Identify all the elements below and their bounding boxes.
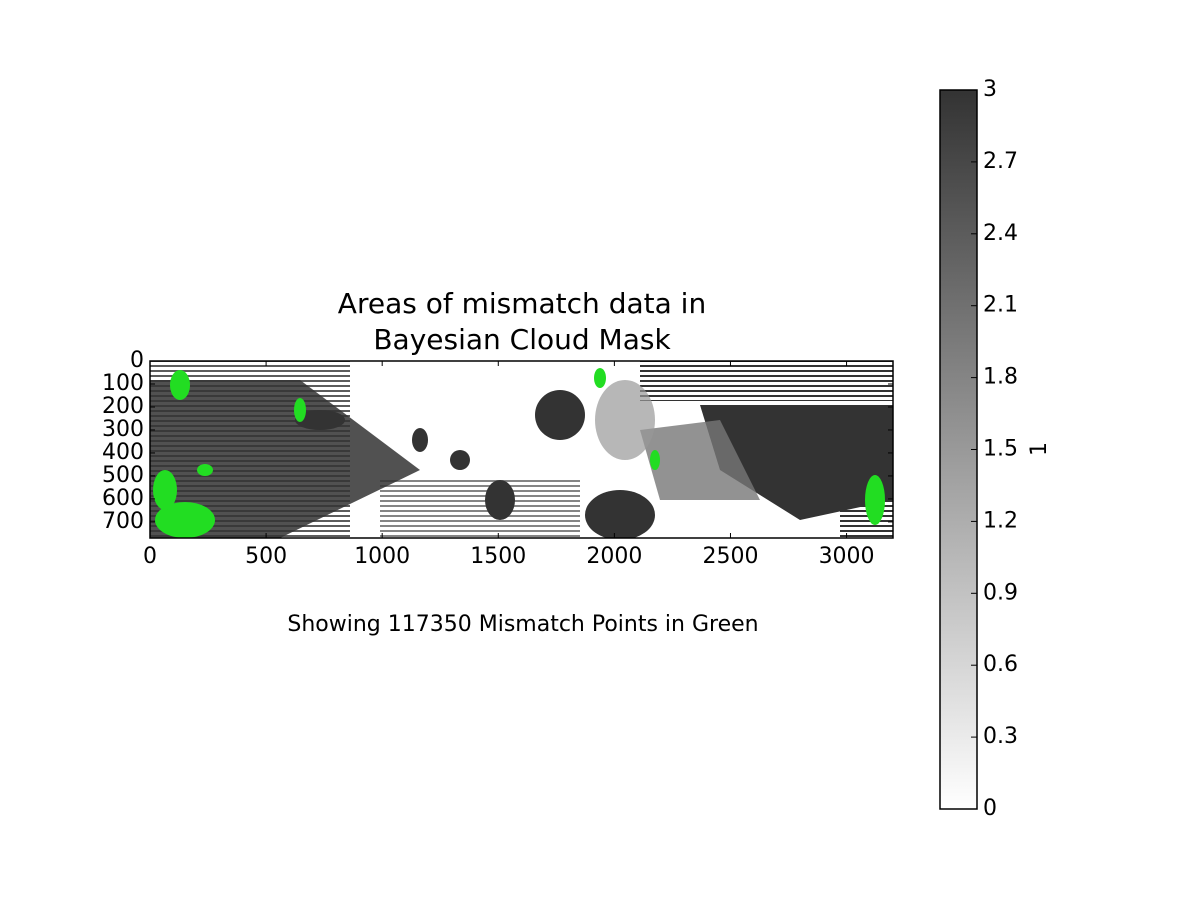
y-tick-label: 300 bbox=[102, 417, 144, 442]
x-tick-label: 500 bbox=[245, 544, 287, 569]
x-tick-label: 0 bbox=[143, 544, 157, 569]
x-tick-label: 1500 bbox=[470, 544, 526, 569]
colorbar-tick-label: 0.3 bbox=[983, 724, 1018, 749]
colorbar-tick-label: 3 bbox=[983, 77, 997, 102]
axes-frame bbox=[149, 360, 894, 539]
colorbar-tick-label: 0 bbox=[983, 796, 997, 821]
colorbar-tick-label: 1.5 bbox=[983, 437, 1018, 462]
x-tick-label: 2500 bbox=[702, 544, 758, 569]
chart-title: Areas of mismatch data in Bayesian Cloud… bbox=[337, 287, 707, 356]
y-tick-label: 100 bbox=[102, 371, 144, 396]
y-tick-label: 0 bbox=[130, 348, 144, 373]
image bbox=[150, 361, 893, 538]
colorbar-label: 1 bbox=[1027, 442, 1052, 456]
colorbar-tick-label: 1.2 bbox=[983, 508, 1018, 533]
colorbar-tick-label: 2.4 bbox=[983, 221, 1018, 246]
colorbar-tick-label: 2.1 bbox=[983, 293, 1018, 318]
colorbar bbox=[939, 89, 978, 810]
x-tick-label: 3000 bbox=[819, 544, 875, 569]
x-tick-label: 2000 bbox=[586, 544, 642, 569]
y-tick-label: 600 bbox=[102, 486, 144, 511]
colorbar-tick-label: 1.8 bbox=[983, 365, 1018, 390]
y-tick-label: 700 bbox=[102, 509, 144, 534]
colorbar-tick-label: 2.7 bbox=[983, 149, 1018, 174]
y-tick-label: 500 bbox=[102, 463, 144, 488]
x-tick-label: 1000 bbox=[354, 544, 410, 569]
colorbar-tick-label: 0.9 bbox=[983, 580, 1018, 605]
annotation: Showing 117350 Mismatch Points in Green bbox=[287, 612, 758, 637]
mismatch-areas bbox=[153, 368, 885, 538]
y-tick-label: 400 bbox=[102, 440, 144, 465]
y-tick-label: 200 bbox=[102, 394, 144, 419]
colorbar-tick-label: 0.6 bbox=[983, 652, 1018, 677]
